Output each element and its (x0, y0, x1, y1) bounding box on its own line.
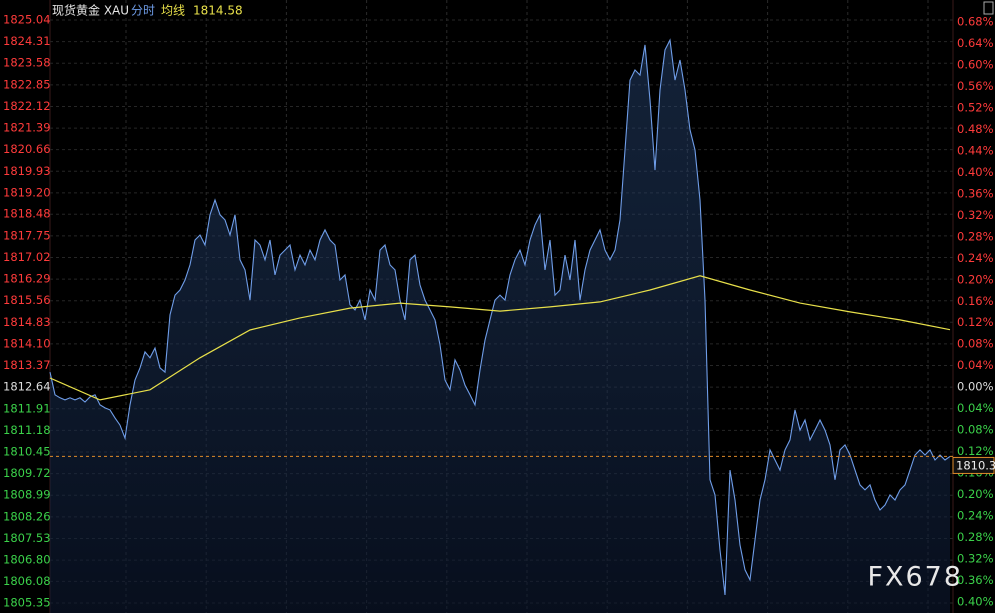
y-tick-label: 1822.85 (3, 77, 51, 91)
legend-average: 均线 (161, 4, 185, 18)
y2-tick-label: 0.44% (957, 144, 994, 158)
corner-icon[interactable] (983, 1, 994, 15)
legend-series: 分时 (131, 4, 155, 18)
y2-tick-label: 0.04% (957, 358, 994, 372)
y-tick-label: 1824.31 (3, 34, 51, 48)
y2-tick-label: 0.36% (957, 186, 994, 200)
average-value: 1814.58 (193, 4, 243, 18)
y2-tick-label: 0.12% (957, 315, 994, 329)
y-tick-label: 1825.04 (3, 13, 51, 27)
y2-tick-label: 0.16% (957, 294, 994, 308)
y2-tick-label: 0.00% (957, 380, 994, 394)
y2-tick-label: 0.28% (957, 229, 994, 243)
y-tick-label: 1806.08 (3, 574, 51, 588)
y2-tick-label: 0.40% (957, 165, 994, 179)
y-tick-label: 1809.72 (3, 466, 51, 480)
y-tick-label: 1813.37 (3, 358, 51, 372)
y-tick-label: 1812.64 (3, 380, 51, 394)
chart-title: 现货黄金 XAU (52, 3, 129, 18)
y-tick-label: 1815.56 (3, 293, 51, 307)
y2-tick-label: 0.28% (957, 530, 994, 544)
y2-tick-label: 0.08% (957, 337, 994, 351)
y-tick-label: 1805.35 (3, 596, 51, 610)
y-tick-label: 1819.93 (3, 164, 51, 178)
y-tick-label: 1818.48 (3, 207, 51, 221)
y2-tick-label: 0.52% (957, 101, 994, 115)
y2-tick-label: 0.24% (957, 508, 994, 522)
y-tick-label: 1820.66 (3, 142, 51, 156)
y-tick-label: 1822.12 (3, 99, 51, 113)
y2-tick-label: 0.24% (957, 251, 994, 265)
y-tick-label: 1823.58 (3, 56, 51, 70)
y-tick-label: 1808.26 (3, 509, 51, 523)
y-tick-label: 1819.20 (3, 185, 51, 199)
y2-tick-label: 0.08% (957, 423, 994, 437)
y-tick-label: 1816.29 (3, 272, 51, 286)
y-tick-label: 1814.10 (3, 336, 51, 350)
y2-tick-label: 0.60% (957, 58, 994, 72)
y2-tick-label: 0.12% (957, 444, 994, 458)
plot (49, 38, 951, 613)
y2-tick-label: 0.20% (957, 487, 994, 501)
y2-tick-label: 0.56% (957, 79, 994, 93)
y-tick-label: 1811.91 (3, 401, 51, 415)
watermark: FX678 (867, 562, 963, 593)
y2-tick-label: 0.48% (957, 122, 994, 136)
y-tick-label: 1817.75 (3, 228, 51, 242)
y-tick-label: 1807.53 (3, 531, 51, 545)
y-tick-label: 1808.99 (3, 488, 51, 502)
current-price-box (952, 456, 995, 474)
y-tick-label: 1817.02 (3, 250, 51, 264)
average-line (49, 275, 951, 401)
current-price-label: 1810.3 (956, 458, 995, 472)
y-tick-label: 1814.83 (3, 315, 51, 329)
y2-tick-label: 0.32% (957, 551, 994, 565)
y-tick-label: 1821.39 (3, 121, 51, 135)
y2-tick-label: 0.36% (957, 573, 994, 587)
price-line (49, 38, 951, 596)
y-tick-label: 1806.80 (3, 553, 51, 567)
y2-tick-label: 0.64% (957, 36, 994, 50)
area (50, 40, 950, 613)
y2-tick-label: 0.20% (957, 272, 994, 286)
y2-tick-label: 0.68% (957, 15, 994, 29)
y2-tick-label: 0.40% (957, 594, 994, 608)
y-tick-label: 1810.45 (3, 444, 51, 458)
y2-tick-label: 0.04% (957, 401, 994, 415)
y-tick-label: 1811.18 (3, 423, 51, 437)
y2-tick-label: 0.32% (957, 208, 994, 222)
